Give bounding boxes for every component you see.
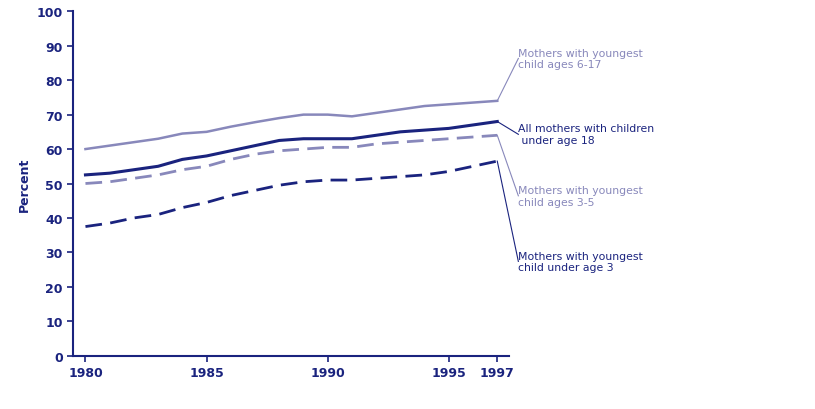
Text: Mothers with youngest
child ages 6-17: Mothers with youngest child ages 6-17: [518, 49, 643, 70]
Y-axis label: Percent: Percent: [18, 157, 31, 211]
Text: All mothers with children
 under age 18: All mothers with children under age 18: [518, 124, 654, 146]
Text: Mothers with youngest
child under age 3: Mothers with youngest child under age 3: [518, 251, 643, 272]
Text: Mothers with youngest
child ages 3-5: Mothers with youngest child ages 3-5: [518, 186, 643, 207]
